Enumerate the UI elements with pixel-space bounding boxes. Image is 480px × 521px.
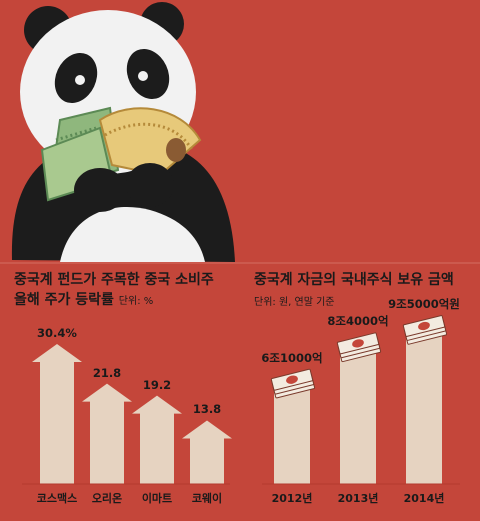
- panda-right-eye: [138, 71, 148, 81]
- left-chart-title-line2: 올해 주가 등락률: [14, 292, 114, 308]
- banknote-stack-icon: [336, 332, 382, 363]
- stock-value-label: 21.8: [92, 365, 122, 380]
- holding-value-label: 9조5000억원: [388, 297, 460, 311]
- stock-value-label: 13.8: [192, 402, 222, 417]
- stock-arrow-bar: [82, 383, 132, 484]
- stock-category-label: 코스맥스: [36, 492, 78, 505]
- stock-arrow-bar: [132, 395, 182, 484]
- holding-year-label: 2014년: [403, 492, 445, 505]
- stock-category-label: 오리온: [91, 492, 123, 505]
- holding-bar: [406, 334, 442, 484]
- holding-value-label: 8조4000억: [327, 314, 389, 329]
- left-chart-title-line1: 중국계 펀드가 주목한 중국 소비주: [14, 272, 214, 288]
- holding-value-label: 6조1000억: [261, 350, 323, 365]
- left-chart-unit: 단위: %: [118, 296, 154, 307]
- stock-value-label: 19.2: [142, 377, 172, 392]
- panda-left-eye: [75, 75, 85, 85]
- banknote-stack-icon: [270, 368, 316, 399]
- stock-category-label: 이마트: [141, 492, 173, 505]
- holding-year-label: 2013년: [337, 492, 379, 505]
- holding-year-label: 2012년: [271, 492, 313, 505]
- right-chart-title: 중국계 자금의 국내주식 보유 금액: [254, 272, 454, 288]
- stock-value-label: 30.4%: [37, 326, 77, 340]
- panda-right-eye-patch: [126, 48, 170, 100]
- stock-category-label: 코웨이: [191, 492, 223, 505]
- right-chart-unit: 단위: 원, 연말 기준: [254, 297, 335, 308]
- panda-right-paw: [126, 163, 174, 207]
- panda-chest: [60, 207, 205, 262]
- holding-bar: [274, 387, 310, 484]
- yellow-banknotes: [98, 107, 202, 177]
- stock-arrow-bar: [32, 344, 82, 484]
- panda-left-paw: [74, 168, 126, 212]
- banknote-stack-icon: [402, 315, 448, 345]
- stock-arrow-bar: [182, 420, 232, 484]
- left-chart-title-2: 올해 주가 등락률 단위: %: [14, 291, 153, 311]
- left-chart-title: 중국계 펀드가 주목한 중국 소비주: [14, 271, 214, 289]
- holding-bar: [340, 351, 376, 484]
